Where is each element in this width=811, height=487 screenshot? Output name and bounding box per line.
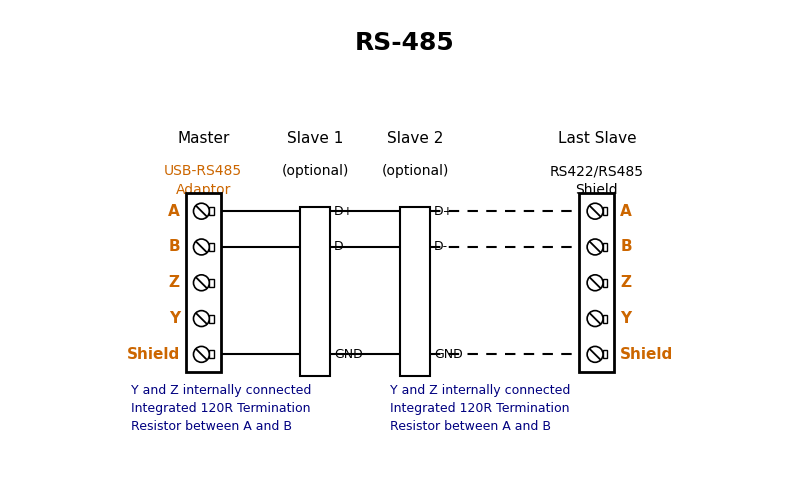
Text: Z: Z (169, 275, 180, 290)
Circle shape (194, 203, 209, 219)
Circle shape (587, 203, 603, 219)
Text: D+: D+ (434, 205, 454, 218)
Bar (603, 207, 607, 215)
Circle shape (194, 346, 209, 362)
Text: (optional): (optional) (281, 165, 349, 178)
Text: GND: GND (434, 348, 462, 361)
Circle shape (587, 311, 603, 326)
Circle shape (194, 275, 209, 291)
Circle shape (194, 311, 209, 326)
Text: Y: Y (620, 311, 632, 326)
Bar (186, 193, 221, 372)
Circle shape (587, 239, 603, 255)
Bar (300, 207, 330, 376)
Text: A: A (168, 204, 180, 219)
Text: Y and Z internally connected
Integrated 120R Termination
Resistor between A and : Y and Z internally connected Integrated … (131, 384, 311, 433)
Bar (400, 207, 430, 376)
Bar (209, 207, 214, 215)
Text: RS422/RS485
Shield: RS422/RS485 Shield (550, 165, 644, 197)
Bar (603, 279, 607, 287)
Text: Y: Y (169, 311, 180, 326)
Text: GND: GND (334, 348, 363, 361)
Text: A: A (620, 204, 632, 219)
Text: D-: D- (334, 241, 349, 253)
Text: B: B (168, 240, 180, 255)
Bar (209, 315, 214, 322)
Bar (603, 315, 607, 322)
Text: Slave 1: Slave 1 (287, 131, 344, 146)
Text: D+: D+ (334, 205, 354, 218)
Text: B: B (620, 240, 632, 255)
Text: Y and Z internally connected
Integrated 120R Termination
Resistor between A and : Y and Z internally connected Integrated … (390, 384, 570, 433)
Text: RS-485: RS-485 (355, 31, 455, 55)
Text: Z: Z (620, 275, 631, 290)
Bar (603, 243, 607, 251)
Text: Shield: Shield (127, 347, 180, 362)
Text: D-: D- (434, 241, 448, 253)
Bar (209, 243, 214, 251)
Circle shape (587, 275, 603, 291)
Text: Master: Master (177, 131, 230, 146)
Text: Shield: Shield (620, 347, 673, 362)
Bar (209, 350, 214, 358)
Circle shape (194, 239, 209, 255)
Text: Last Slave: Last Slave (557, 131, 636, 146)
Circle shape (587, 346, 603, 362)
Text: Slave 2: Slave 2 (387, 131, 443, 146)
Bar (579, 193, 614, 372)
Bar (603, 350, 607, 358)
Bar (209, 279, 214, 287)
Text: USB-RS485
Adaptor: USB-RS485 Adaptor (164, 165, 242, 197)
Text: (optional): (optional) (381, 165, 448, 178)
